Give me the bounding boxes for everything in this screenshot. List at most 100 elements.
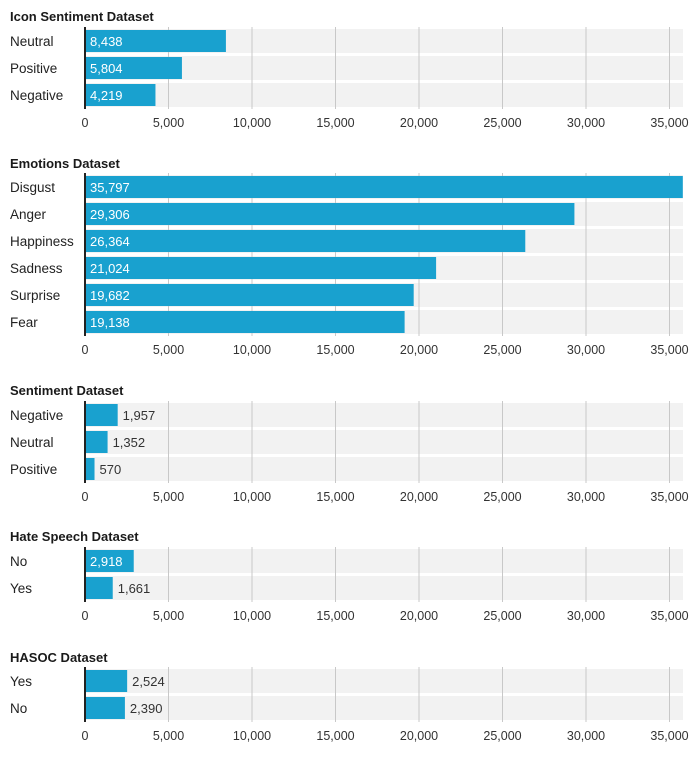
data-label: 1,352 xyxy=(113,435,146,450)
category-label: Surprise xyxy=(10,288,60,303)
tick-label: 20,000 xyxy=(400,609,438,623)
bar xyxy=(85,57,182,79)
tick-label: 10,000 xyxy=(233,609,271,623)
bar xyxy=(85,670,128,692)
bar xyxy=(85,577,113,599)
tick-label: 25,000 xyxy=(483,729,521,743)
row-background xyxy=(85,576,683,600)
data-label: 35,797 xyxy=(90,180,130,195)
data-label: 29,306 xyxy=(90,207,130,222)
category-label: Fear xyxy=(10,315,38,330)
tick-label: 25,000 xyxy=(483,490,521,504)
bar xyxy=(85,257,437,279)
chart-panel-2: Sentiment Dataset Negative 1,957 Neutral 1,3… xyxy=(10,383,689,504)
tick-label: 10,000 xyxy=(233,116,271,130)
tick-label: 25,000 xyxy=(483,609,521,623)
row-background xyxy=(85,457,683,481)
data-label: 570 xyxy=(100,462,122,477)
bar xyxy=(85,311,405,333)
category-label: Negative xyxy=(10,408,63,423)
data-label: 21,024 xyxy=(90,261,130,276)
chart-panel-0: Icon Sentiment Dataset Neutral 8,438 Positi… xyxy=(10,9,689,130)
tick-label: 20,000 xyxy=(400,116,438,130)
bar xyxy=(85,404,118,426)
chart-title: Icon Sentiment Dataset xyxy=(10,9,154,24)
row-background xyxy=(85,430,683,454)
category-label: Disgust xyxy=(10,180,55,195)
row-background xyxy=(85,83,683,107)
chart-panel-1: Emotions Dataset Disgust 35,797 Anger 29,306… xyxy=(10,156,689,357)
category-label: Yes xyxy=(10,674,32,689)
bar xyxy=(85,697,125,719)
category-label: No xyxy=(10,554,27,569)
tick-label: 20,000 xyxy=(400,490,438,504)
row-background xyxy=(85,56,683,80)
tick-label: 20,000 xyxy=(400,343,438,357)
data-label: 19,682 xyxy=(90,288,130,303)
bar xyxy=(85,230,526,252)
row-background xyxy=(85,549,683,573)
data-label: 4,219 xyxy=(90,88,123,103)
tick-label: 0 xyxy=(82,116,89,130)
tick-label: 15,000 xyxy=(316,609,354,623)
data-label: 1,661 xyxy=(118,581,151,596)
data-label: 8,438 xyxy=(90,34,123,49)
category-label: Yes xyxy=(10,581,32,596)
bar xyxy=(85,431,108,453)
chart-panel-4: HASOC Dataset Yes 2,524 No 2,390 0 5,000 10,000… xyxy=(10,650,689,743)
tick-label: 0 xyxy=(82,609,89,623)
data-label: 5,804 xyxy=(90,61,123,76)
tick-label: 15,000 xyxy=(316,729,354,743)
category-label: Happiness xyxy=(10,234,74,249)
category-label: Positive xyxy=(10,462,57,477)
category-label: Anger xyxy=(10,207,47,222)
chart-title: Sentiment Dataset xyxy=(10,383,124,398)
tick-label: 15,000 xyxy=(316,343,354,357)
data-label: 26,364 xyxy=(90,234,130,249)
tick-label: 10,000 xyxy=(233,490,271,504)
tick-label: 15,000 xyxy=(316,490,354,504)
data-label: 1,957 xyxy=(123,408,156,423)
chart-title: Emotions Dataset xyxy=(10,156,120,171)
chart-title: Hate Speech Dataset xyxy=(10,529,139,544)
tick-label: 0 xyxy=(82,343,89,357)
data-label: 2,524 xyxy=(132,674,165,689)
tick-label: 5,000 xyxy=(153,116,184,130)
data-label: 19,138 xyxy=(90,315,130,330)
chart-panel-3: Hate Speech Dataset No 2,918 Yes 1,661 0 5,000… xyxy=(10,529,689,623)
tick-label: 30,000 xyxy=(567,729,605,743)
bar xyxy=(85,550,134,572)
data-label: 2,390 xyxy=(130,701,163,716)
tick-label: 0 xyxy=(82,490,89,504)
bar xyxy=(85,176,683,198)
tick-label: 5,000 xyxy=(153,343,184,357)
tick-label: 15,000 xyxy=(316,116,354,130)
tick-label: 35,000 xyxy=(650,729,688,743)
tick-label: 10,000 xyxy=(233,729,271,743)
bar xyxy=(85,30,226,52)
tick-label: 30,000 xyxy=(567,116,605,130)
tick-label: 25,000 xyxy=(483,116,521,130)
category-label: Neutral xyxy=(10,34,54,49)
tick-label: 30,000 xyxy=(567,490,605,504)
chart-title: HASOC Dataset xyxy=(10,650,108,665)
bar xyxy=(85,284,414,306)
tick-label: 0 xyxy=(82,729,89,743)
tick-label: 5,000 xyxy=(153,490,184,504)
category-label: No xyxy=(10,701,27,716)
row-background xyxy=(85,403,683,427)
category-label: Neutral xyxy=(10,435,54,450)
tick-label: 35,000 xyxy=(650,609,688,623)
row-background xyxy=(85,669,683,693)
tick-label: 35,000 xyxy=(650,343,688,357)
tick-label: 35,000 xyxy=(650,116,688,130)
bar xyxy=(85,458,95,480)
category-label: Sadness xyxy=(10,261,63,276)
data-label: 2,918 xyxy=(90,554,123,569)
tick-label: 30,000 xyxy=(567,343,605,357)
category-label: Positive xyxy=(10,61,57,76)
tick-label: 20,000 xyxy=(400,729,438,743)
row-background xyxy=(85,696,683,720)
